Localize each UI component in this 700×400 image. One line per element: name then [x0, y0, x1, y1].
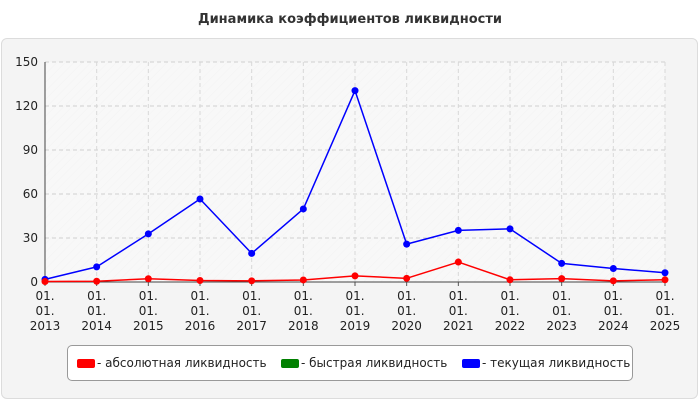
data-point: [558, 259, 566, 267]
y-tick-label: 30: [23, 231, 38, 245]
data-point: [248, 277, 256, 285]
x-tick-label: 01. 01. 2016: [185, 289, 216, 333]
data-point: [403, 274, 411, 282]
data-point: [299, 205, 307, 213]
data-point: [609, 277, 617, 285]
x-tick-label: 01. 01. 2023: [546, 289, 577, 333]
data-point: [299, 276, 307, 284]
legend-swatch-green: [281, 358, 299, 368]
data-point: [506, 225, 514, 233]
legend-label: - абсолютная ликвидность: [97, 356, 267, 370]
x-tick-label: 01. 01. 2017: [236, 289, 267, 333]
x-tick-label: 01. 01. 2020: [391, 289, 422, 333]
data-point: [144, 230, 152, 238]
y-tick-label: 150: [15, 55, 38, 69]
legend-item-absolute: - абсолютная ликвидность: [77, 356, 267, 370]
y-tick-label: 120: [15, 99, 38, 113]
legend-item-quick: - быстрая ликвидность: [281, 356, 447, 370]
data-point: [661, 276, 669, 284]
x-tick-label: 01. 01. 2025: [650, 289, 681, 333]
data-point: [248, 249, 256, 257]
data-point: [661, 269, 669, 277]
data-point: [454, 226, 462, 234]
y-tick-label: 60: [23, 187, 38, 201]
data-point: [558, 275, 566, 283]
data-point: [454, 258, 462, 266]
data-point: [196, 195, 204, 203]
legend-label: - быстрая ликвидность: [301, 356, 448, 370]
data-point: [93, 263, 101, 271]
y-tick-label: 0: [30, 275, 38, 289]
legend: - абсолютная ликвидность - быстрая ликви…: [67, 345, 633, 381]
data-point: [93, 277, 101, 285]
legend-swatch-red: [77, 358, 95, 368]
x-tick-label: 01. 01. 2019: [340, 289, 371, 333]
x-tick-label: 01. 01. 2015: [133, 289, 164, 333]
data-point: [196, 277, 204, 285]
x-tick-label: 01. 01. 2022: [495, 289, 526, 333]
data-point: [609, 265, 617, 273]
data-point: [403, 240, 411, 248]
data-point: [506, 276, 514, 284]
x-tick-label: 01. 01. 2013: [30, 289, 61, 333]
x-tick-label: 01. 01. 2014: [81, 289, 112, 333]
y-tick-label: 90: [23, 143, 38, 157]
x-tick-label: 01. 01. 2018: [288, 289, 319, 333]
x-tick-label: 01. 01. 2024: [598, 289, 629, 333]
data-point: [144, 275, 152, 283]
legend-swatch-blue: [462, 358, 480, 368]
data-point: [41, 278, 49, 286]
data-point: [351, 272, 359, 280]
legend-label: - текущая ликвидность: [482, 356, 631, 370]
legend-item-current: - текущая ликвидность: [462, 356, 630, 370]
data-point: [351, 87, 359, 95]
x-tick-label: 01. 01. 2021: [443, 289, 474, 333]
chart-title: Динамика коэффициентов ликвидности: [198, 12, 502, 27]
